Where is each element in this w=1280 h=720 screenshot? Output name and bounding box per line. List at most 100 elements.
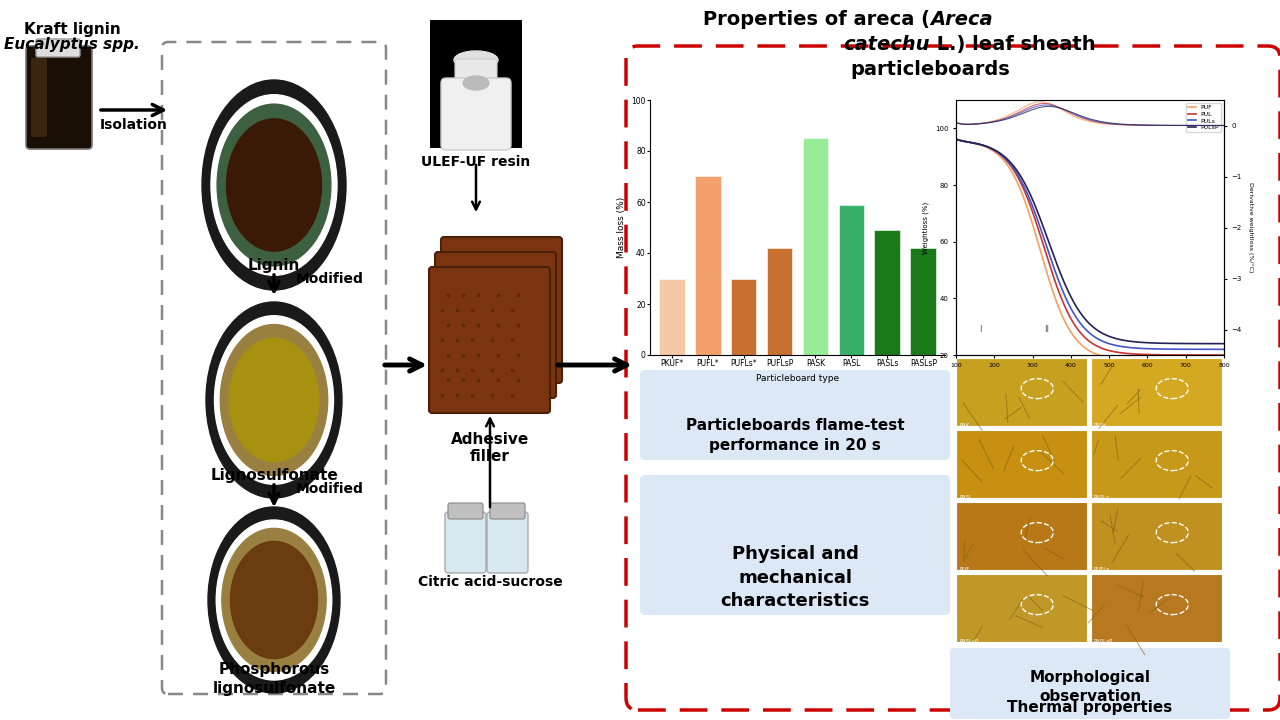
Ellipse shape bbox=[211, 95, 337, 275]
Bar bbox=[838, 204, 864, 355]
PULs bbox=[996, 153, 1011, 161]
Text: Morphological
observation: Morphological observation bbox=[1029, 670, 1151, 703]
Legend: PUF, PUL, PULs, PULsP: PUF, PUL, PULs, PULsP bbox=[1187, 103, 1221, 132]
Text: L.) leaf sheath: L.) leaf sheath bbox=[931, 35, 1096, 54]
Y-axis label: Mass loss (%): Mass loss (%) bbox=[617, 197, 626, 258]
FancyBboxPatch shape bbox=[442, 78, 511, 150]
Text: Particleboards flame-test
performance in 20 s: Particleboards flame-test performance in… bbox=[686, 418, 904, 453]
Ellipse shape bbox=[218, 104, 330, 266]
FancyBboxPatch shape bbox=[950, 648, 1230, 692]
Bar bbox=[731, 279, 756, 355]
Bar bbox=[767, 248, 792, 355]
Text: PUF: PUF bbox=[959, 567, 969, 572]
PUF bbox=[1094, 352, 1110, 361]
FancyBboxPatch shape bbox=[490, 503, 525, 519]
PULs bbox=[1053, 284, 1069, 292]
Ellipse shape bbox=[220, 325, 328, 475]
PUL bbox=[919, 125, 934, 133]
Line: PUF: PUF bbox=[927, 129, 1224, 361]
Text: PAK: PAK bbox=[959, 423, 969, 428]
Y-axis label: Weightloss (%): Weightloss (%) bbox=[923, 202, 929, 253]
Text: Modified: Modified bbox=[296, 272, 364, 286]
FancyBboxPatch shape bbox=[956, 430, 1087, 498]
Text: Thermal properties: Thermal properties bbox=[1007, 700, 1172, 715]
FancyBboxPatch shape bbox=[448, 503, 483, 519]
X-axis label: Particleboard type: Particleboard type bbox=[756, 374, 840, 383]
PUF bbox=[972, 140, 987, 149]
FancyBboxPatch shape bbox=[1091, 358, 1222, 426]
Text: Isolation: Isolation bbox=[100, 118, 168, 132]
FancyBboxPatch shape bbox=[26, 46, 92, 149]
Text: Eucalyptus spp.: Eucalyptus spp. bbox=[4, 37, 140, 52]
Ellipse shape bbox=[202, 80, 346, 290]
Ellipse shape bbox=[215, 315, 334, 485]
Text: PASL: PASL bbox=[959, 495, 972, 500]
PUL bbox=[1053, 294, 1069, 303]
PUF bbox=[1117, 355, 1133, 364]
FancyBboxPatch shape bbox=[1091, 430, 1222, 498]
Text: PASLs: PASLs bbox=[1094, 495, 1110, 500]
Text: PUFLs: PUFLs bbox=[1094, 567, 1110, 572]
Text: Kraft lignin: Kraft lignin bbox=[23, 22, 120, 37]
FancyBboxPatch shape bbox=[442, 237, 562, 383]
Text: II: II bbox=[1044, 325, 1050, 334]
Text: I: I bbox=[979, 325, 982, 334]
PULs bbox=[1216, 345, 1231, 354]
PULsP bbox=[996, 151, 1011, 160]
FancyBboxPatch shape bbox=[950, 675, 1230, 719]
Text: Physical and
mechanical
characteristics: Physical and mechanical characteristics bbox=[721, 545, 869, 610]
Text: Lignosulfonate: Lignosulfonate bbox=[210, 468, 338, 483]
PULs bbox=[1094, 337, 1110, 346]
Ellipse shape bbox=[229, 338, 319, 462]
FancyBboxPatch shape bbox=[956, 502, 1087, 570]
PULs bbox=[972, 140, 987, 149]
FancyBboxPatch shape bbox=[435, 252, 556, 398]
Text: particleboards: particleboards bbox=[850, 60, 1010, 79]
Text: PASLsP: PASLsP bbox=[959, 639, 978, 644]
PUF bbox=[1143, 356, 1158, 365]
Ellipse shape bbox=[221, 528, 326, 672]
FancyBboxPatch shape bbox=[640, 370, 950, 460]
FancyBboxPatch shape bbox=[1091, 574, 1222, 642]
PULs bbox=[919, 125, 934, 133]
PUF bbox=[1216, 356, 1231, 365]
Text: PASk: PASk bbox=[1094, 423, 1107, 428]
PUL bbox=[972, 140, 987, 148]
Bar bbox=[803, 138, 828, 355]
Ellipse shape bbox=[216, 520, 332, 680]
PUF bbox=[919, 125, 934, 133]
FancyBboxPatch shape bbox=[486, 512, 529, 573]
PUL bbox=[1117, 349, 1133, 358]
Bar bbox=[659, 279, 685, 355]
Ellipse shape bbox=[454, 51, 498, 69]
Text: Areca: Areca bbox=[931, 10, 992, 29]
Line: PULs: PULs bbox=[927, 129, 1224, 349]
PULsP bbox=[1053, 271, 1069, 280]
Ellipse shape bbox=[454, 83, 497, 101]
Ellipse shape bbox=[227, 119, 321, 251]
FancyBboxPatch shape bbox=[429, 267, 550, 413]
PULsP bbox=[1117, 336, 1133, 345]
PULsP bbox=[972, 140, 987, 148]
PUF bbox=[996, 156, 1011, 164]
FancyBboxPatch shape bbox=[640, 475, 950, 615]
Text: Modified: Modified bbox=[296, 482, 364, 496]
FancyBboxPatch shape bbox=[956, 574, 1087, 642]
PULs bbox=[1143, 344, 1158, 353]
Line: PULsP: PULsP bbox=[927, 129, 1224, 343]
PUL bbox=[1143, 351, 1158, 359]
PUF bbox=[1053, 310, 1069, 318]
PULs bbox=[1117, 343, 1133, 351]
Text: Adhesive
filler: Adhesive filler bbox=[451, 432, 529, 464]
FancyBboxPatch shape bbox=[956, 358, 1087, 426]
Ellipse shape bbox=[463, 76, 489, 90]
Ellipse shape bbox=[230, 541, 317, 659]
Text: PASLsP: PASLsP bbox=[1094, 639, 1114, 644]
FancyBboxPatch shape bbox=[1091, 502, 1222, 570]
FancyBboxPatch shape bbox=[626, 46, 1280, 710]
PULsP bbox=[1094, 329, 1110, 338]
Line: PUL: PUL bbox=[927, 129, 1224, 355]
FancyBboxPatch shape bbox=[31, 58, 47, 137]
Bar bbox=[695, 176, 721, 355]
Text: Phosphorous
lignosulfonate: Phosphorous lignosulfonate bbox=[212, 662, 335, 696]
